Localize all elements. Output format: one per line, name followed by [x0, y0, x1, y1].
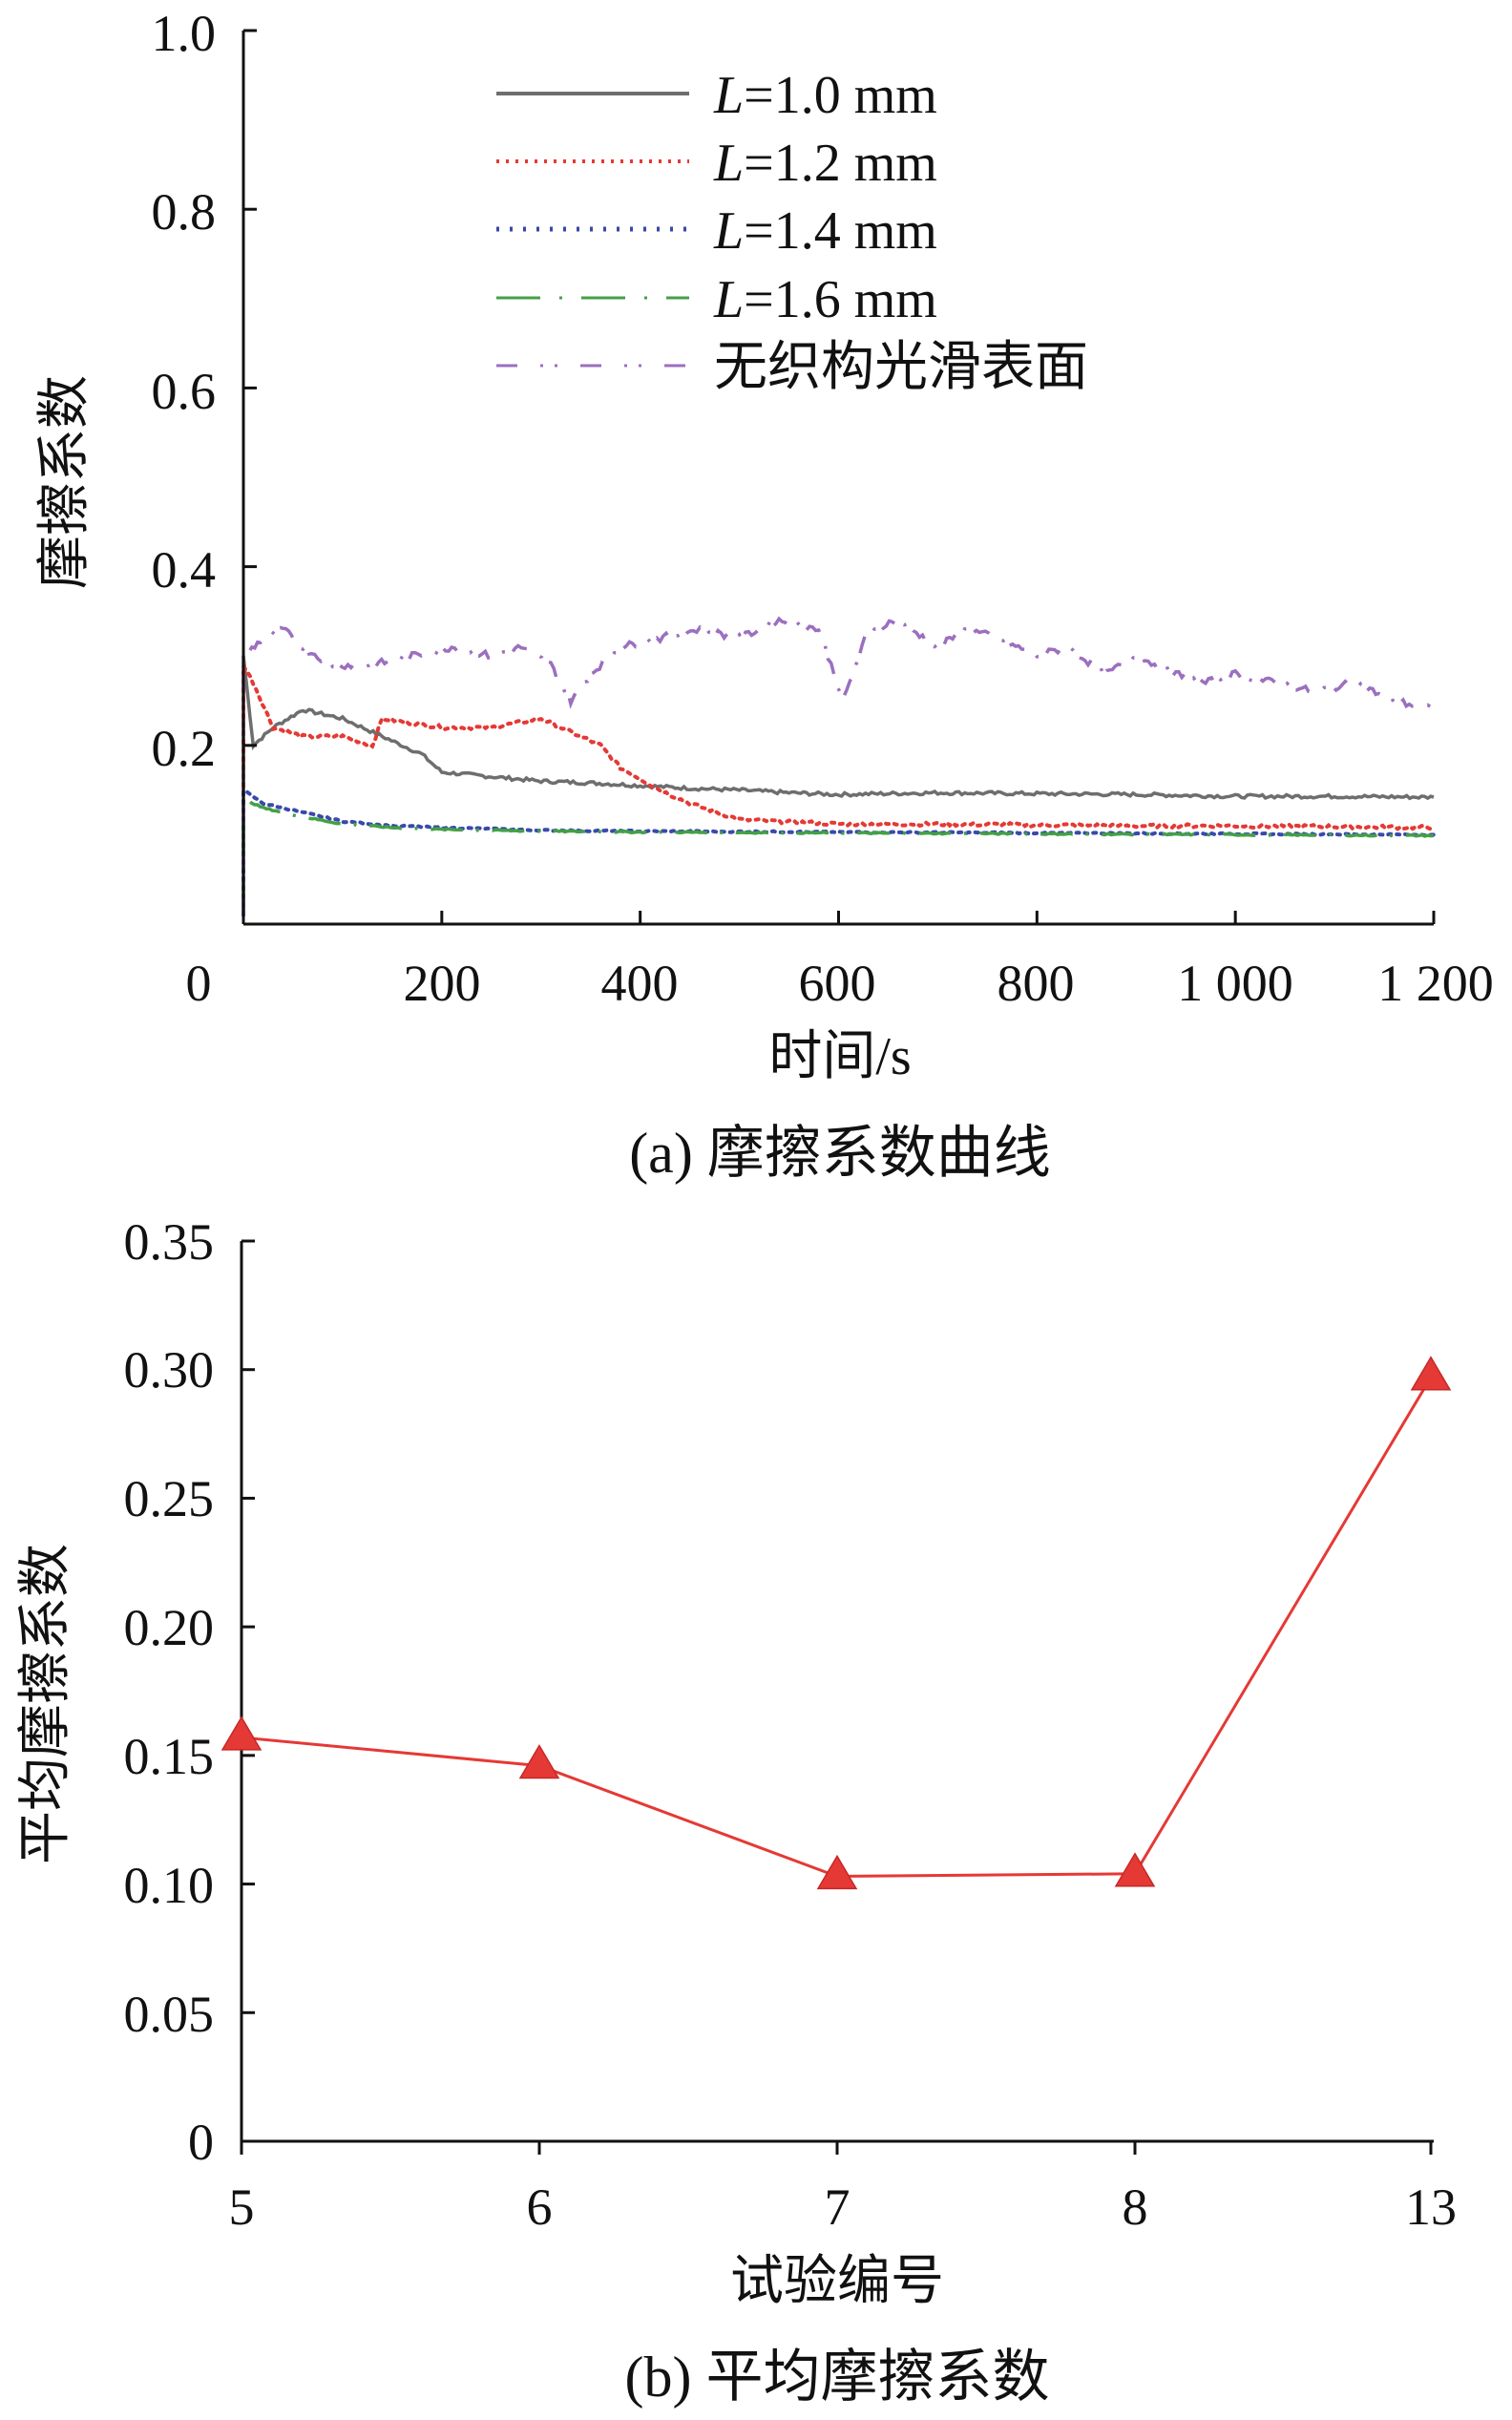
legend-label-l16: L=1.6 mm: [713, 270, 937, 329]
chart-b-x-tick-label: 6: [527, 2178, 553, 2236]
chart-b-series-line: [241, 1377, 1433, 1878]
chart-b-caption: (b) 平均摩擦系数: [625, 2346, 1050, 2409]
chart-a-series-layer: [242, 615, 1436, 917]
chart-b-data-point: [1410, 1356, 1452, 1391]
chart-a-x-tick-label: 600: [799, 955, 876, 1012]
legend-var: L: [713, 134, 744, 193]
chart-b-x-tick-label: 5: [229, 2178, 255, 2236]
chart-a-x-axis-label: 时间/s: [768, 1027, 911, 1086]
chart-a-y-tick-label: 0.2: [152, 720, 217, 777]
chart-a-series-line: [242, 656, 1435, 915]
legend-value: =1.6 mm: [744, 270, 937, 329]
chart-b-y-axis-label: 平均摩擦系数: [16, 1544, 75, 1864]
chart-a-series-line: [242, 615, 1436, 915]
chart-a-x-tick-label: 1 000: [1177, 955, 1293, 1012]
legend-value: =1.4 mm: [744, 201, 937, 261]
chart-b-y-tick-label: 0.05: [124, 1986, 215, 2043]
chart-a-y-axis-label: 摩擦系数: [35, 375, 94, 589]
chart-b-data-point: [220, 1715, 262, 1751]
chart-b-x-tick-label: 7: [825, 2178, 850, 2236]
chart-b-y-tick-label: 0.15: [124, 1728, 215, 1785]
chart-a-x-tick-label: 800: [998, 955, 1075, 1012]
chart-b-y-tick-label: 0.10: [124, 1857, 215, 1914]
chart-a-x-tick-label: 200: [404, 955, 481, 1012]
chart-a-y-tick-label: 0.8: [152, 183, 217, 241]
chart-b: 5 6 7 8 13 0 0.05 0.10 0.15 0.20 0.25 0.…: [16, 1213, 1457, 2409]
chart-b-x-tick-label: 13: [1405, 2178, 1457, 2236]
chart-a-series-line: [242, 660, 1436, 917]
chart-b-data-point: [518, 1744, 560, 1779]
chart-a-ticks-layer: [243, 29, 1436, 924]
chart-b-y-tick-label: 0.20: [124, 1599, 215, 1656]
chart-a-y-tick-label: 1.0: [152, 5, 217, 62]
legend-value: =1.2 mm: [744, 134, 937, 193]
chart-a-series-line: [242, 796, 1435, 915]
legend-var: L: [713, 270, 744, 329]
legend-var: L: [713, 201, 744, 261]
chart-a-y-tick-label: 0.4: [152, 541, 217, 599]
legend-label-smooth: 无织构光滑表面: [714, 338, 1088, 397]
chart-a-x-tick-label: 1 200: [1377, 955, 1494, 1012]
chart-a-x-tick-label: 0: [186, 955, 212, 1012]
legend-value: 无织构光滑表面: [714, 338, 1088, 397]
chart-b-x-axis-label: 试验编号: [730, 2252, 944, 2311]
chart-b-x-tick-label: 8: [1123, 2178, 1148, 2236]
chart-a-caption: (a) 摩擦系数曲线: [629, 1122, 1051, 1185]
chart-b-y-tick-label: 0.35: [124, 1213, 215, 1271]
chart-b-y-tick-label: 0: [188, 2114, 214, 2171]
chart-b-y-tick-label: 0.25: [124, 1470, 215, 1527]
legend-var: L: [713, 66, 744, 125]
chart-b-data-point: [1114, 1852, 1156, 1887]
chart-b-ticks-layer: [240, 1239, 1433, 2155]
legend-label-l10: L=1.0 mm: [713, 66, 937, 125]
legend-label-l12: L=1.2 mm: [713, 134, 937, 193]
chart-b-y-tick-label: 0.30: [124, 1341, 215, 1399]
chart-a-x-tick-label: 400: [601, 955, 679, 1012]
chart-b-series-layer: [220, 1356, 1452, 1890]
chart-a-y-tick-label: 0.6: [152, 363, 217, 420]
chart-a-legend: L=1.0 mm L=1.2 mm L=1.4 mm L=1.6 mm 无织构光…: [496, 66, 1088, 397]
legend-value: =1.0 mm: [744, 66, 937, 125]
chart-a-series-line: [242, 788, 1436, 917]
chart-b-data-point: [816, 1854, 858, 1890]
chart-a: 0 200 400 600 800 1 000 1 200 0.2 0.4 0.…: [35, 5, 1494, 1185]
legend-label-l14: L=1.4 mm: [713, 201, 937, 261]
